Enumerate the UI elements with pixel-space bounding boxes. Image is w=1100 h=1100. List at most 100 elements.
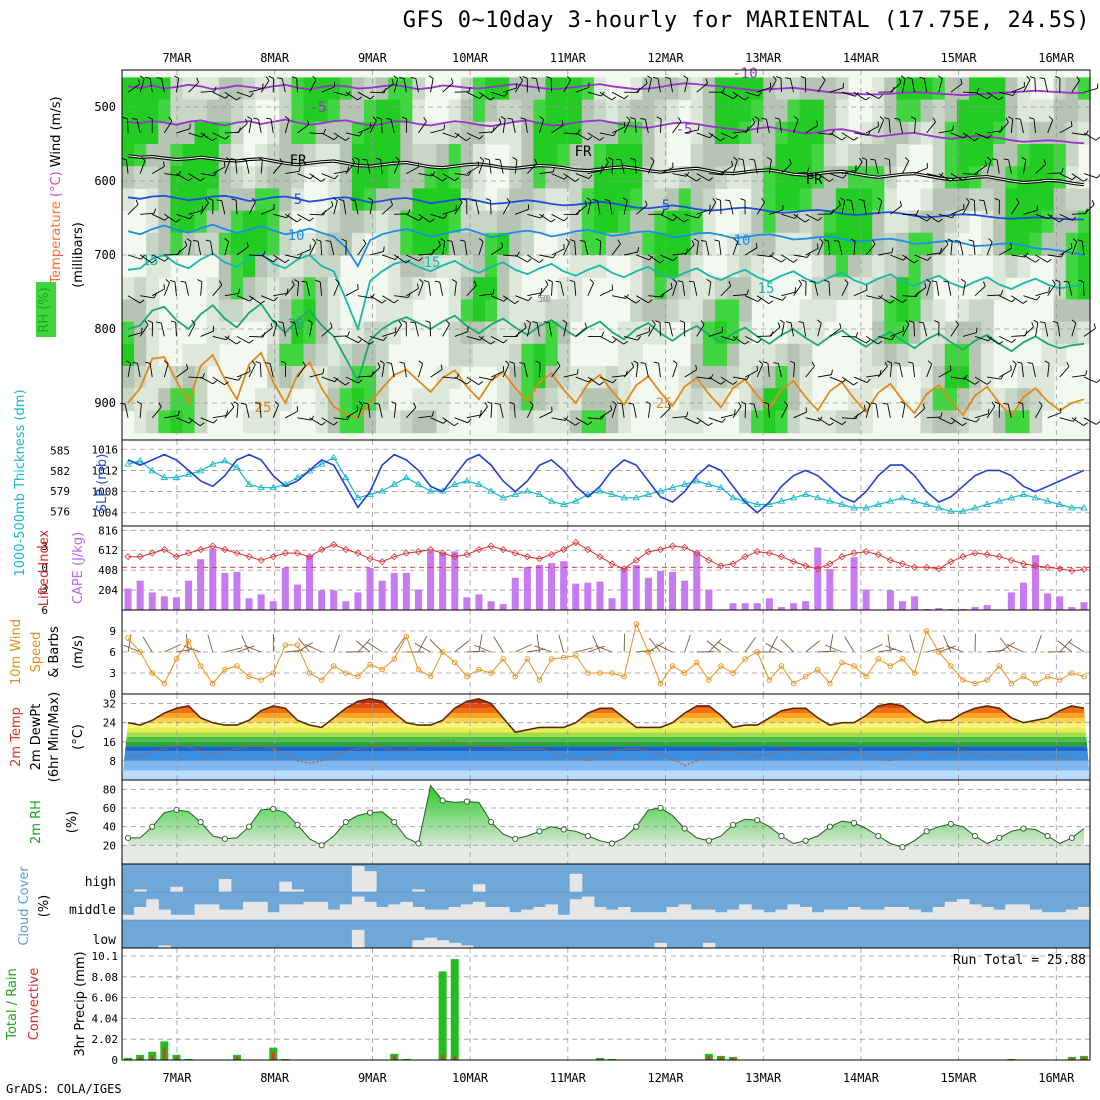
wind-barb-flag bbox=[744, 96, 750, 101]
thickness-point bbox=[535, 490, 544, 497]
wind-barb bbox=[611, 404, 617, 418]
rh-cell bbox=[327, 410, 341, 434]
wind-barb-flag bbox=[649, 255, 654, 261]
wind-barb-flag bbox=[429, 218, 435, 223]
temperature-line bbox=[127, 697, 1085, 734]
rh-cell bbox=[315, 299, 329, 323]
cloud-bar-middle bbox=[751, 909, 764, 920]
surface-wind-barb bbox=[943, 635, 952, 653]
rh-cell bbox=[388, 77, 401, 101]
wind-barb-flag bbox=[208, 197, 214, 201]
wind-barb-flag bbox=[839, 323, 842, 329]
rh-cell bbox=[872, 232, 885, 256]
temp-color-band bbox=[122, 760, 1090, 771]
rh-cell bbox=[509, 188, 522, 212]
wind-barb bbox=[514, 159, 518, 174]
wind-barb-flag bbox=[628, 402, 634, 405]
wind-barb bbox=[890, 295, 903, 303]
rh-cell bbox=[932, 99, 946, 123]
cloud-bar-middle bbox=[969, 904, 982, 920]
rh-cell bbox=[122, 77, 135, 101]
rh-cell bbox=[1041, 99, 1055, 123]
cloud-bar-middle bbox=[835, 909, 849, 920]
wind-barb bbox=[478, 406, 488, 419]
wind-barb-flag bbox=[246, 241, 249, 247]
wind-barb-flag bbox=[212, 137, 217, 142]
rh-cell bbox=[291, 99, 305, 123]
rh-cell bbox=[448, 255, 462, 278]
wind-barb-flag bbox=[800, 76, 806, 79]
wind-barb-flag bbox=[503, 339, 508, 344]
lifted-index-point bbox=[1031, 562, 1040, 570]
rh-cell bbox=[1017, 232, 1031, 256]
wind-barb-flag bbox=[538, 259, 544, 263]
wind-barb-flag bbox=[230, 402, 235, 408]
wind-barb bbox=[599, 376, 613, 384]
rh-cell bbox=[376, 388, 389, 411]
lifted-index-point bbox=[741, 553, 749, 561]
wind-barb-flag bbox=[1070, 121, 1073, 127]
rh-cell bbox=[811, 299, 825, 323]
wind-barb bbox=[393, 78, 399, 93]
wind-barb bbox=[188, 376, 203, 379]
rh-cell bbox=[436, 255, 450, 278]
wind-barb-flag bbox=[740, 198, 746, 201]
precip-convective-bar bbox=[1070, 1057, 1074, 1060]
wind-barb bbox=[1059, 173, 1073, 181]
thickness-point bbox=[136, 456, 144, 464]
rh-cell bbox=[279, 121, 292, 145]
wind-barb-flag bbox=[1029, 76, 1035, 79]
cloud-bar-middle bbox=[1077, 907, 1091, 920]
lifted-index-point bbox=[717, 562, 725, 570]
rh-cell bbox=[243, 188, 256, 212]
wind-barb bbox=[1023, 326, 1034, 337]
rh-cell bbox=[521, 321, 534, 345]
rh-cell bbox=[230, 299, 244, 323]
wind-barb bbox=[950, 208, 965, 215]
wind-barb-flag bbox=[983, 281, 986, 287]
temp-color-band bbox=[122, 770, 1090, 780]
rh-point bbox=[609, 840, 616, 847]
lifted-index-point bbox=[850, 549, 858, 557]
date-label-top: 11MAR bbox=[550, 51, 587, 65]
wind-barb-flag bbox=[455, 133, 460, 138]
thickness-point bbox=[656, 487, 665, 494]
rh-area bbox=[128, 785, 1085, 848]
rh-cell bbox=[775, 99, 789, 123]
wind-barb-flag bbox=[478, 238, 484, 242]
wind-barb bbox=[539, 171, 554, 175]
wind-barb-flag bbox=[954, 240, 961, 242]
temp-color-band bbox=[122, 698, 1090, 704]
rh-cell bbox=[533, 343, 547, 367]
rh-cell bbox=[896, 99, 910, 123]
rh-cell bbox=[993, 210, 1006, 234]
rh-cell bbox=[714, 166, 728, 189]
wind-barb-flag bbox=[354, 157, 360, 161]
rh-cell bbox=[448, 99, 462, 123]
wind-barb bbox=[270, 119, 274, 133]
rh-cell bbox=[327, 77, 341, 101]
wind-barb bbox=[414, 322, 419, 337]
wind-barb bbox=[333, 170, 348, 175]
wind-barb-flag bbox=[779, 319, 785, 324]
wind-barb bbox=[502, 118, 506, 133]
rh-cell bbox=[981, 188, 994, 212]
wind-barb bbox=[974, 285, 986, 297]
rh-cell bbox=[593, 144, 607, 167]
wind-barb-flag bbox=[605, 157, 609, 163]
rh-cell bbox=[279, 77, 292, 101]
wind-barb bbox=[974, 413, 989, 419]
wind-barb bbox=[672, 252, 687, 256]
wind-speed-point bbox=[464, 673, 470, 680]
rh-cell bbox=[993, 99, 1006, 123]
cloud-bar-low bbox=[436, 940, 450, 948]
isotherm-label: 20 bbox=[288, 317, 305, 333]
wind-barb-flag bbox=[301, 280, 307, 283]
rh-cell bbox=[666, 99, 680, 123]
wind-barb bbox=[418, 213, 431, 223]
wind-barb bbox=[817, 173, 830, 182]
wind-barb-flag bbox=[579, 240, 585, 242]
grads-credit: GrADS: COLA/IGES bbox=[6, 1082, 122, 1096]
wind-barb bbox=[224, 91, 237, 101]
wind-barb-flag bbox=[1000, 125, 1003, 131]
